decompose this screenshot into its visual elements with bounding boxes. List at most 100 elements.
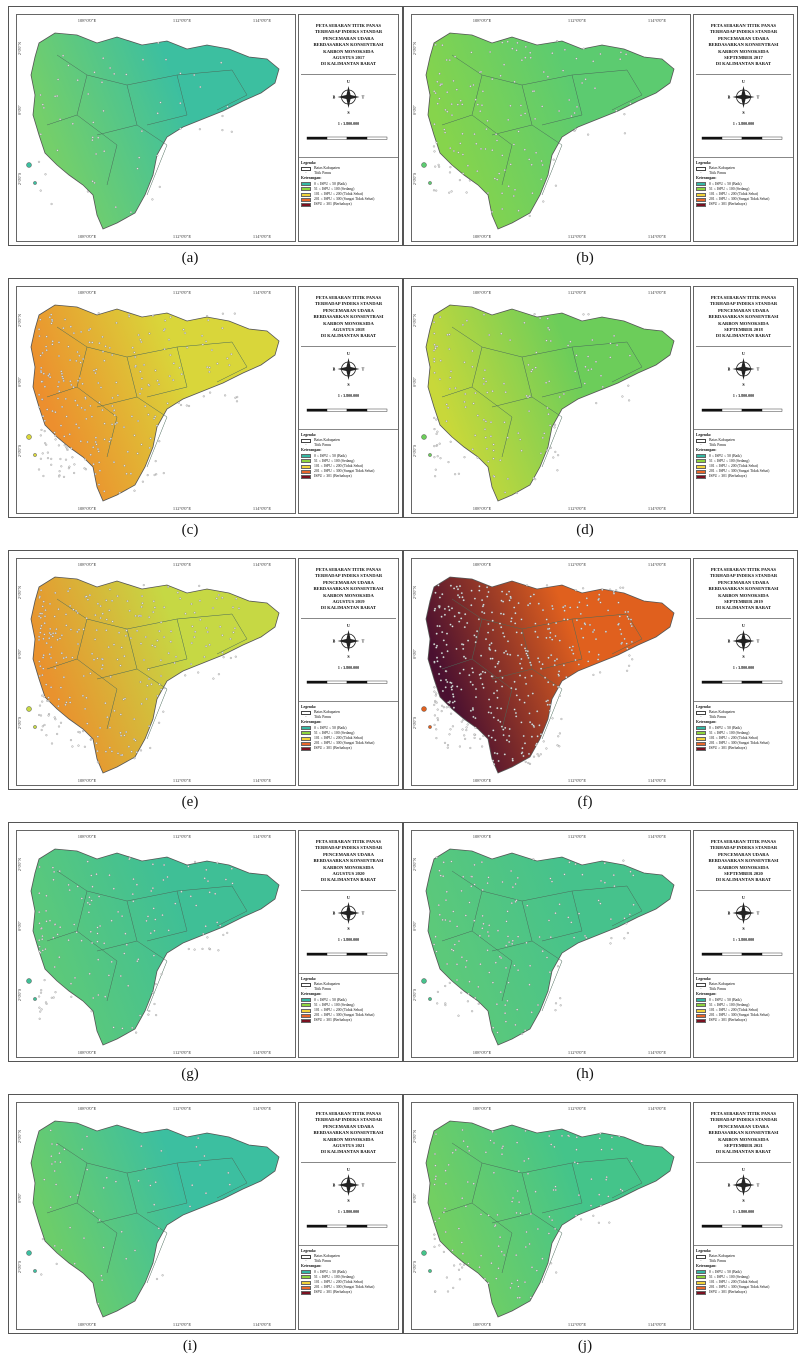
legend-color-swatch xyxy=(696,474,706,479)
map-legend: Legenda: Batas Kabupaten · Titik Panas Keter… xyxy=(301,705,396,752)
hotspot-marker xyxy=(524,1029,527,1032)
hotspot-marker xyxy=(216,861,219,864)
map-title-line: BERDASARKAN KONSENTRASI xyxy=(313,314,384,320)
hotspot-marker xyxy=(153,417,156,420)
hotspot-marker xyxy=(563,609,566,612)
hotspot-marker xyxy=(514,612,517,615)
hotspot-marker xyxy=(473,919,476,922)
hotspot-marker xyxy=(59,457,62,461)
hotspot-marker xyxy=(106,716,109,719)
hotspot-marker xyxy=(161,1274,164,1277)
longitude-label: 114°0'0"E xyxy=(648,290,667,295)
hotspot-marker xyxy=(78,731,81,734)
district-boundary xyxy=(481,74,533,136)
hotspot-marker xyxy=(38,674,41,678)
hotspot-marker xyxy=(526,650,529,653)
district-boundary xyxy=(46,1142,88,1214)
hotspot-marker xyxy=(45,349,48,352)
hotspot-marker xyxy=(530,663,533,667)
hotspot-marker xyxy=(539,452,542,455)
hotspot-marker xyxy=(50,322,53,325)
hotspot-marker xyxy=(87,329,90,332)
hotspot-marker xyxy=(492,729,495,732)
longitude-label: 114°0'0"E xyxy=(648,1322,667,1327)
hotspot-marker xyxy=(159,674,163,678)
hotspot-marker xyxy=(69,701,72,704)
hotspot-marker xyxy=(558,903,561,906)
hotspot-marker xyxy=(56,397,60,400)
hotspot-marker xyxy=(74,399,77,402)
hotspot-marker xyxy=(233,312,236,315)
hotspot-marker xyxy=(53,615,56,618)
legend-class-label: 51 ≤ ISPU ≤ 100 (Sedang) xyxy=(709,1274,750,1279)
hotspot-marker xyxy=(116,658,119,661)
hotspot-marker xyxy=(109,675,112,678)
map-title-line: TERHADAP INDEKS STANDAR xyxy=(709,845,778,851)
district-boundary xyxy=(571,341,643,383)
scale-bar xyxy=(306,680,388,684)
hotspot-marker xyxy=(101,658,104,661)
hotspot-marker xyxy=(486,930,489,934)
latitude-label: 0°0'0" xyxy=(17,649,22,659)
longitude-label: 108°0'0"E xyxy=(473,562,492,567)
hotspot-marker xyxy=(45,683,48,686)
hotspot-marker xyxy=(96,657,99,660)
hotspot-marker xyxy=(50,686,53,689)
legend-class-item: 101 ≤ ISPU ≤ 200 (Tidak Sehat) xyxy=(301,1280,396,1285)
hotspot-marker xyxy=(541,105,544,108)
hotspot-marker xyxy=(501,192,504,195)
hotspot-marker xyxy=(227,1171,230,1174)
hotspot-marker xyxy=(551,604,554,608)
scale-bar xyxy=(701,952,783,956)
hotspot-marker xyxy=(448,171,452,174)
hotspot-marker xyxy=(40,1273,43,1276)
hotspot-marker xyxy=(64,703,67,706)
hotspot-marker xyxy=(434,475,437,478)
hotspot-marker xyxy=(436,624,439,628)
compass-letter: B xyxy=(728,911,731,916)
boundary-swatch xyxy=(696,710,706,715)
hotspot-marker xyxy=(38,865,41,869)
hotspot-marker xyxy=(494,961,497,964)
hotspot-marker xyxy=(84,458,87,461)
hotspot-marker xyxy=(449,584,452,587)
hotspot-marker xyxy=(122,698,125,701)
hotspot-marker xyxy=(550,880,554,883)
hotspot-marker xyxy=(478,934,481,937)
hotspot-marker xyxy=(156,639,159,642)
hotspot-marker xyxy=(443,741,447,744)
hotspot-marker xyxy=(148,446,151,449)
hotspot-marker xyxy=(84,707,87,710)
hotspot-marker xyxy=(538,660,541,663)
hotspot-marker xyxy=(548,380,551,383)
legend-heading: Legenda: xyxy=(696,705,712,709)
hotspot-marker xyxy=(545,618,548,621)
hotspot-marker xyxy=(153,929,156,932)
hotspot-marker xyxy=(464,406,467,409)
hotspot-marker xyxy=(97,483,101,486)
hotspot-marker xyxy=(480,861,483,864)
district-boundary xyxy=(441,598,483,670)
hotspot-marker xyxy=(102,1246,105,1249)
legend-class-item: ISPU ≥ 301 (Berbahaya) xyxy=(696,1018,791,1023)
map-title-line: SEPTEMBER 2020 xyxy=(724,871,763,877)
island xyxy=(428,181,432,185)
hotspot-marker xyxy=(162,472,165,475)
hotspot-marker xyxy=(99,616,102,620)
map-title-line: TERHADAP INDEKS STANDAR xyxy=(709,29,778,35)
hotspot-marker xyxy=(198,128,201,131)
hotspot-marker xyxy=(531,368,534,371)
hotspot-marker xyxy=(51,635,54,638)
hotspot-marker xyxy=(49,627,52,630)
hotspot-marker xyxy=(506,477,509,480)
hotspot-marker xyxy=(64,318,67,321)
hotspot-marker xyxy=(532,593,535,596)
hotspot-marker xyxy=(38,995,41,998)
longitude-label: 112°0'0"E xyxy=(173,234,192,239)
hotspot-marker xyxy=(449,681,452,684)
hotspot-marker xyxy=(50,646,53,649)
hotspot-marker xyxy=(63,444,66,447)
hotspot-marker xyxy=(69,739,73,742)
legend-item-boundary: Batas Kabupaten xyxy=(301,166,396,171)
